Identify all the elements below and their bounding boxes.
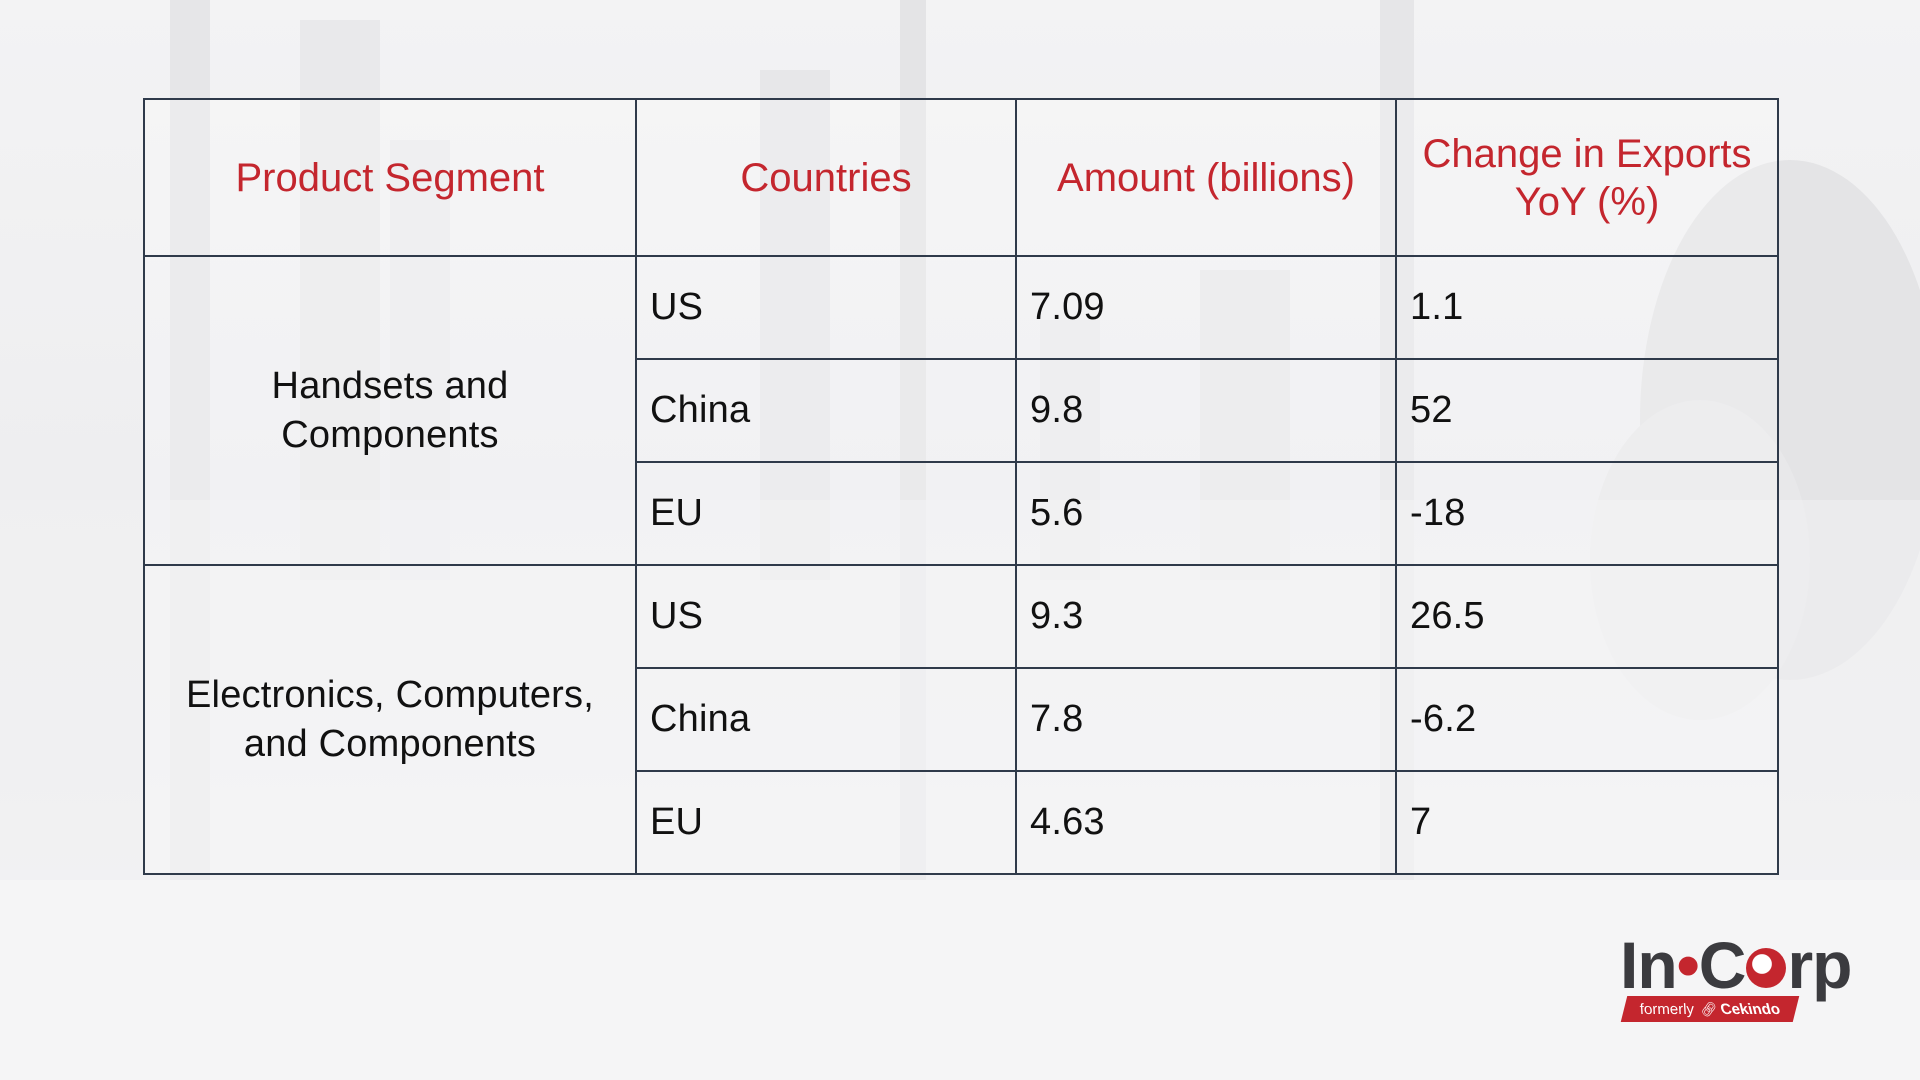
amount-cell: 5.6	[1015, 461, 1397, 566]
logo-text-rp: rp	[1787, 928, 1852, 1002]
logo-formerly-tag: formerly 🔗︎Cekindo	[1620, 996, 1800, 1022]
globe-icon	[1746, 947, 1787, 988]
table-header-row: Product Segment Countries Amount (billio…	[143, 98, 1779, 257]
change-cell: 1.1	[1395, 255, 1779, 360]
logo-formerly-text: formerly	[1637, 1001, 1696, 1018]
change-cell: 52	[1395, 358, 1779, 463]
country-cell: US	[635, 564, 1017, 669]
amount-cell: 9.8	[1015, 358, 1397, 463]
change-cell: -18	[1395, 461, 1779, 566]
logo-text-c: C	[1698, 928, 1747, 1002]
country-cell: EU	[635, 770, 1017, 875]
change-cell: 26.5	[1395, 564, 1779, 669]
country-cell: US	[635, 255, 1017, 360]
table-row: Handsets and Components US 7.09 1.1	[143, 255, 1779, 566]
header-countries: Countries	[635, 98, 1017, 257]
incorp-logo: In•C rp formerly 🔗︎Cekindo	[1620, 928, 1852, 1030]
logo-text-in: In	[1620, 928, 1678, 1002]
amount-cell: 7.09	[1015, 255, 1397, 360]
country-cell: EU	[635, 461, 1017, 566]
header-amount: Amount (billions)	[1015, 98, 1397, 257]
change-cell: 7	[1395, 770, 1779, 875]
logo-brand-text: Cekindo	[1718, 1001, 1782, 1018]
segment-cell: Electronics, Computers, and Components	[143, 564, 637, 875]
country-cell: China	[635, 358, 1017, 463]
amount-cell: 4.63	[1015, 770, 1397, 875]
amount-cell: 9.3	[1015, 564, 1397, 669]
header-product-segment: Product Segment	[143, 98, 637, 257]
logo-wordmark: In•C rp	[1620, 928, 1852, 1002]
link-icon: 🔗︎	[1697, 1001, 1720, 1017]
logo-dot: •	[1676, 928, 1700, 1002]
exports-table-container: Product Segment Countries Amount (billio…	[143, 98, 1779, 875]
country-cell: China	[635, 667, 1017, 772]
segment-cell: Handsets and Components	[143, 255, 637, 566]
exports-table: Product Segment Countries Amount (billio…	[143, 98, 1779, 875]
change-cell: -6.2	[1395, 667, 1779, 772]
amount-cell: 7.8	[1015, 667, 1397, 772]
table-row: Electronics, Computers, and Components U…	[143, 564, 1779, 875]
header-change-yoy: Change in Exports YoY (%)	[1395, 98, 1779, 257]
